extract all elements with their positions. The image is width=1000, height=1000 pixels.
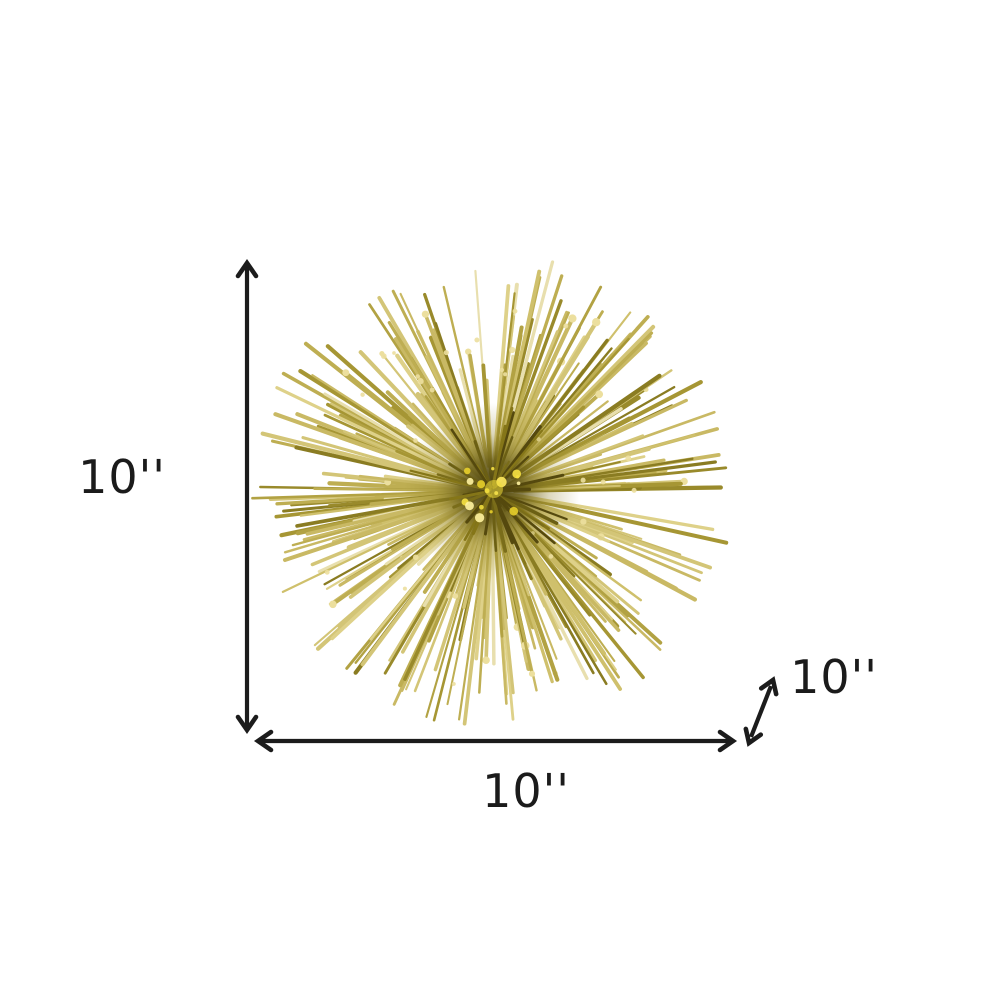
height-dimension-label: 10'': [78, 450, 166, 504]
width-dimension-label: 10'': [482, 764, 570, 818]
starburst-ornament-image: [251, 260, 729, 726]
depth-dimension-arrow: [743, 676, 779, 747]
depth-dimension-label: 10'': [790, 650, 878, 704]
height-dimension-arrow: [235, 258, 259, 735]
dimension-arrows: [235, 258, 779, 753]
width-dimension-arrow: [253, 729, 738, 753]
